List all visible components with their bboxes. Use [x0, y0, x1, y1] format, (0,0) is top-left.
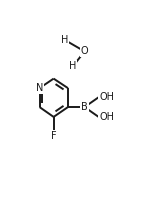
Text: OH: OH	[99, 92, 114, 102]
Text: B: B	[81, 102, 88, 112]
Text: O: O	[81, 46, 88, 56]
Text: N: N	[36, 83, 43, 93]
Text: OH: OH	[99, 112, 114, 122]
Text: H: H	[69, 61, 77, 71]
Text: F: F	[51, 131, 56, 141]
Text: H: H	[61, 35, 68, 45]
